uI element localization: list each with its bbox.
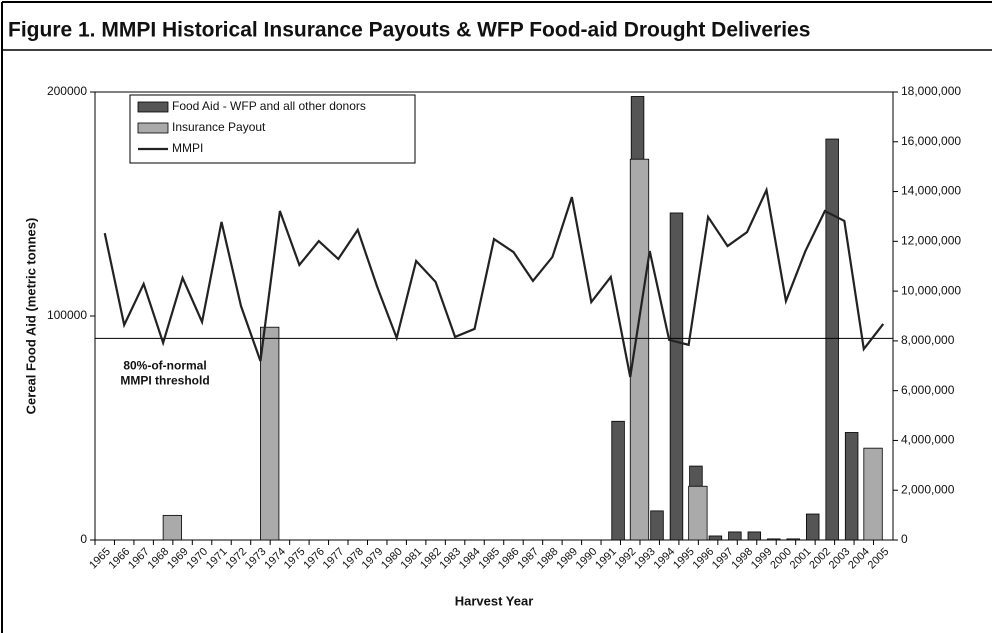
bar: [786, 538, 800, 541]
x-tick-label: 1977: [321, 546, 347, 572]
x-tick-label: 2002: [807, 546, 833, 572]
bar: [805, 513, 820, 541]
annotation: MMPI threshold: [120, 374, 209, 388]
y2-tick-label: 18,000,000: [901, 84, 961, 98]
y2-tick-label: 0: [901, 532, 908, 546]
bar: [825, 138, 839, 541]
y2-tick-label: 8,000,000: [901, 333, 955, 347]
y2-tick-label: 6,000,000: [901, 383, 955, 397]
bar: [728, 531, 742, 541]
x-tick-label: 1975: [282, 546, 308, 572]
x-tick-label: 2001: [788, 546, 814, 572]
y2-tick-label: 14,000,000: [901, 184, 961, 198]
x-axis-label: Harvest Year: [455, 593, 534, 608]
y2-tick-label: 10,000,000: [901, 283, 961, 297]
y2-tick-label: 4,000,000: [901, 433, 955, 447]
annotation: 80%-of-normal: [123, 359, 206, 373]
x-tick-label: 1981: [399, 546, 425, 572]
bar: [650, 510, 664, 541]
x-tick-label: 1970: [184, 546, 210, 572]
bar: [162, 514, 183, 541]
y-tick-label: 0: [80, 532, 87, 546]
x-tick-label: 1984: [457, 546, 483, 572]
chart-title: Figure 1. MMPI Historical Insurance Payo…: [8, 19, 810, 42]
x-tick-label: 1972: [223, 546, 249, 572]
bar: [688, 485, 708, 541]
x-tick-label: 1998: [729, 546, 755, 572]
bar: [669, 212, 684, 541]
x-tick-label: 1979: [360, 546, 386, 572]
x-tick-label: 1976: [301, 546, 327, 572]
x-tick-label: 1999: [749, 546, 775, 572]
bar: [767, 538, 781, 541]
bar: [708, 535, 723, 541]
y-axis-label: Cereal Food Aid (metric tonnes): [23, 218, 38, 415]
x-tick-label: 1965: [87, 546, 113, 572]
x-tick-label: 1990: [574, 546, 600, 572]
legend: [129, 94, 416, 164]
x-tick-label: 1993: [632, 546, 658, 572]
y2-tick-label: 16,000,000: [901, 134, 961, 148]
x-tick-label: 2005: [866, 546, 892, 572]
bar: [844, 432, 859, 541]
y-tick-label: 200000: [47, 84, 87, 98]
x-tick-label: 2004: [846, 546, 872, 572]
legend-label: Food Aid - WFP and all other donors: [172, 99, 366, 113]
x-tick-label: 1980: [379, 546, 405, 572]
x-tick-label: 1994: [652, 546, 678, 572]
x-tick-label: 1982: [418, 546, 444, 572]
x-tick-label: 2003: [827, 546, 853, 572]
bar: [611, 420, 625, 541]
bar: [747, 531, 762, 541]
x-tick-label: 1985: [476, 546, 502, 572]
legend-label: MMPI: [172, 141, 203, 155]
x-tick-label: 1988: [535, 546, 561, 572]
bar: [863, 447, 883, 541]
x-tick-label: 1968: [145, 546, 171, 572]
x-tick-label: 1971: [204, 546, 230, 572]
x-tick-label: 1967: [126, 546, 152, 572]
bar: [629, 158, 650, 541]
x-tick-label: 1969: [165, 546, 191, 572]
x-tick-label: 1992: [613, 546, 639, 572]
x-tick-label: 1974: [262, 546, 288, 572]
line: [103, 186, 885, 378]
y2-tick-label: 2,000,000: [901, 482, 955, 496]
y-tick-label: 100000: [47, 308, 87, 322]
x-tick-label: 1991: [593, 546, 619, 572]
x-tick-label: 1996: [690, 546, 716, 572]
x-tick-label: 1978: [340, 546, 366, 572]
x-tick-label: 1983: [437, 546, 463, 572]
bar: [260, 326, 280, 541]
legend-label: Insurance Payout: [172, 120, 266, 134]
x-tick-label: 1966: [107, 546, 133, 572]
x-tick-label: 2000: [768, 546, 794, 572]
x-tick-label: 1987: [515, 546, 541, 572]
y2-tick-label: 12,000,000: [901, 234, 961, 248]
x-tick-label: 1986: [496, 546, 522, 572]
legend-swatch: [137, 122, 169, 134]
x-tick-label: 1973: [243, 546, 269, 572]
x-tick-label: 1989: [554, 546, 580, 572]
x-tick-label: 1995: [671, 546, 697, 572]
legend-swatch: [137, 101, 169, 113]
x-tick-label: 1997: [710, 546, 736, 572]
